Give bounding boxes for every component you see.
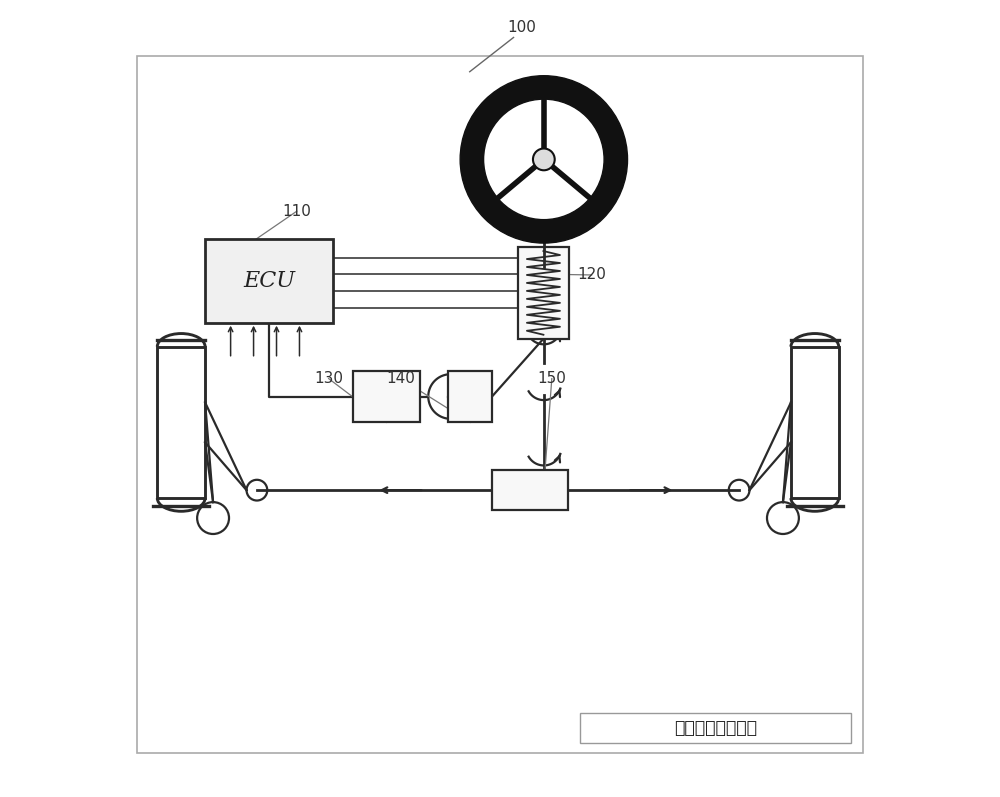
Bar: [205, 239, 333, 323]
Bar: [137, 56, 863, 753]
Text: 电动助力转向系统: 电动助力转向系统: [674, 719, 757, 736]
Bar: [353, 371, 420, 422]
Text: ECU: ECU: [243, 270, 295, 292]
Circle shape: [484, 99, 604, 220]
Bar: [492, 470, 568, 510]
Bar: [157, 347, 205, 498]
Text: 150: 150: [537, 371, 566, 386]
Text: 120: 120: [577, 268, 606, 282]
Bar: [518, 247, 569, 339]
Text: 130: 130: [314, 371, 343, 386]
Bar: [580, 713, 851, 743]
Text: 110: 110: [282, 204, 311, 218]
Text: 140: 140: [386, 371, 415, 386]
Bar: [448, 371, 492, 422]
Text: 100: 100: [507, 21, 536, 35]
Bar: [791, 347, 839, 498]
Circle shape: [533, 148, 555, 171]
Circle shape: [460, 76, 628, 243]
